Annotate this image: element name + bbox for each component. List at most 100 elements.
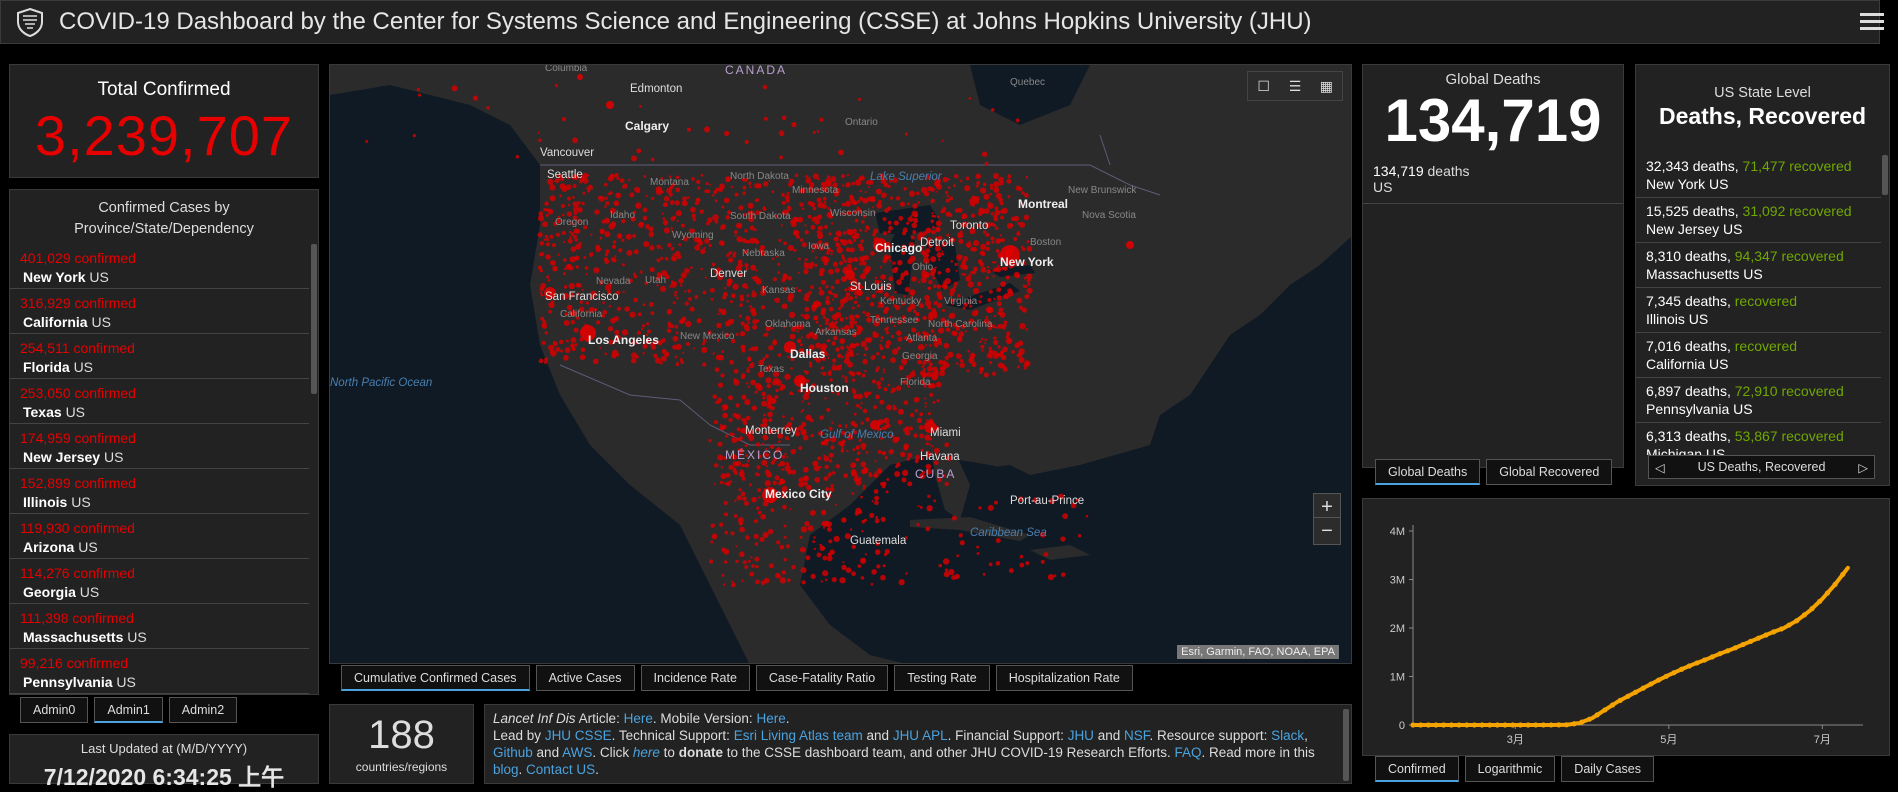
us-state-item[interactable]: 15,525 deaths, 31,092 recovered New Jerse… xyxy=(1636,198,1881,243)
slack-link[interactable]: Slack xyxy=(1271,728,1305,743)
confirmed-list-item[interactable]: 114,276 confirmed Georgia US xyxy=(10,559,309,604)
map-view[interactable]: CANADA Columbia Edmonton Calgary Vancouv… xyxy=(329,64,1352,664)
case-dot xyxy=(830,292,833,295)
aws-link[interactable]: AWS xyxy=(562,745,593,760)
case-dot xyxy=(758,496,761,499)
confirmed-list-item[interactable]: 119,930 confirmed Arizona US xyxy=(10,514,309,559)
tab-hospitalization-rate[interactable]: Hospitalization Rate xyxy=(995,665,1133,691)
tab-cumulative-confirmed[interactable]: Cumulative Confirmed Cases xyxy=(341,665,530,691)
case-dot xyxy=(548,301,555,309)
confirmed-list-item[interactable]: 254,511 confirmed Florida US xyxy=(10,334,309,379)
jhu-apl-link[interactable]: JHU APL xyxy=(892,728,948,743)
case-dot xyxy=(841,517,847,523)
case-dot xyxy=(786,206,792,211)
us-state-list[interactable]: 32,343 deaths, 71,477 recovered New York … xyxy=(1636,153,1881,455)
confirmed-list-item[interactable]: 316,929 confirmed California US xyxy=(10,289,309,334)
faq-link[interactable]: FAQ xyxy=(1174,745,1202,760)
tab-admin0[interactable]: Admin0 xyxy=(20,697,89,723)
article-link[interactable]: Here xyxy=(623,711,653,726)
confirmed-list-item[interactable]: 99,216 confirmed Pennsylvania US xyxy=(10,649,309,694)
tab-admin2[interactable]: Admin2 xyxy=(168,697,238,723)
tab-daily-cases[interactable]: Daily Cases xyxy=(1561,756,1654,782)
blog-link[interactable]: blog xyxy=(493,762,519,777)
case-dot xyxy=(566,211,573,217)
case-dot xyxy=(648,301,654,307)
jhu-csse-link[interactable]: JHU CSSE xyxy=(544,728,612,743)
tab-case-fatality-ratio[interactable]: Case-Fatality Ratio xyxy=(755,665,889,691)
us-state-scrollbar[interactable] xyxy=(1882,155,1888,195)
next-arrow-icon[interactable]: ▷ xyxy=(1858,460,1868,475)
tab-global-recovered[interactable]: Global Recovered xyxy=(1486,459,1613,485)
case-dot xyxy=(633,274,638,279)
case-dot xyxy=(818,286,822,291)
tab-incidence-rate[interactable]: Incidence Rate xyxy=(640,665,750,691)
case-dot xyxy=(761,253,765,257)
confirmed-list-item[interactable]: 152,899 confirmed Illinois US xyxy=(10,469,309,514)
case-dot xyxy=(694,294,699,299)
case-dot xyxy=(990,212,994,216)
us-state-item[interactable]: 32,343 deaths, 71,477 recovered New York … xyxy=(1636,153,1881,198)
case-dot xyxy=(666,187,673,194)
case-dot xyxy=(781,303,788,310)
case-dot xyxy=(838,440,843,446)
us-state-item[interactable]: 6,897 deaths, 72,910 recovered Pennsylvan… xyxy=(1636,378,1881,423)
case-dot xyxy=(951,515,957,521)
contact-link[interactable]: Contact US xyxy=(526,762,596,777)
tab-active-cases[interactable]: Active Cases xyxy=(535,665,635,691)
case-dot xyxy=(802,475,809,481)
case-dot xyxy=(859,196,864,201)
tab-global-deaths[interactable]: Global Deaths xyxy=(1375,459,1481,485)
label-toronto: Toronto xyxy=(950,220,989,232)
case-dot xyxy=(782,415,785,419)
case-dot xyxy=(749,225,755,231)
us-state-item[interactable]: 7,345 deaths, recovered Illinois US xyxy=(1636,288,1881,333)
tab-logarithmic[interactable]: Logarithmic xyxy=(1464,756,1556,782)
confirmed-list-item[interactable]: 253,050 confirmed Texas US xyxy=(10,379,309,424)
case-dot xyxy=(779,460,786,467)
bookmark-icon[interactable]: ☐ xyxy=(1257,78,1270,94)
menu-icon[interactable] xyxy=(1860,10,1884,32)
prev-arrow-icon[interactable]: ◁ xyxy=(1655,460,1665,475)
legend-list-icon[interactable]: ☰ xyxy=(1288,78,1302,94)
us-state-item[interactable]: 7,016 deaths, recovered California US xyxy=(1636,333,1881,378)
case-dot xyxy=(1016,231,1021,237)
confirmed-list[interactable]: 401,029 confirmed New York US 316,929 conf… xyxy=(10,244,309,694)
us-state-item[interactable]: 6,313 deaths, 53,867 recovered Michigan U… xyxy=(1636,423,1881,455)
case-dot xyxy=(787,276,793,281)
basemap-gallery-icon[interactable]: ▦ xyxy=(1319,78,1333,94)
deaths-entry[interactable]: 134,719 deaths US xyxy=(1363,155,1623,204)
github-link[interactable]: Github xyxy=(493,745,533,760)
tab-confirmed-chart[interactable]: Confirmed xyxy=(1375,756,1459,782)
case-dot xyxy=(747,321,751,324)
case-dot xyxy=(995,192,1002,199)
confirmed-number: 119,930 xyxy=(20,520,70,536)
case-dot xyxy=(980,344,985,349)
us-state-item[interactable]: 8,310 deaths, 94,347 recovered Massachuse… xyxy=(1636,243,1881,288)
donate-here-link[interactable]: here xyxy=(632,745,660,760)
confirmed-list-scrollbar[interactable] xyxy=(311,244,317,394)
mobile-link[interactable]: Here xyxy=(756,711,786,726)
case-dot xyxy=(1002,346,1008,353)
case-dot xyxy=(924,434,931,441)
confirmed-list-item[interactable]: 111,398 confirmed Massachusetts US xyxy=(10,604,309,649)
tab-admin1[interactable]: Admin1 xyxy=(94,697,163,723)
case-dot xyxy=(605,201,610,206)
case-dot xyxy=(840,303,844,308)
info-scrollbar[interactable] xyxy=(1343,709,1349,781)
case-dot xyxy=(1006,331,1011,336)
jhu-link[interactable]: JHU xyxy=(1067,728,1094,743)
nsf-link[interactable]: NSF xyxy=(1124,728,1150,743)
case-dot xyxy=(953,281,958,286)
zoom-in-button[interactable]: + xyxy=(1313,493,1341,521)
global-deaths-label: Global Deaths xyxy=(1445,71,1541,88)
confirmed-list-item[interactable]: 401,029 confirmed New York US xyxy=(10,244,309,289)
case-dot xyxy=(821,255,828,263)
tab-testing-rate[interactable]: Testing Rate xyxy=(894,665,990,691)
confirmed-list-item[interactable]: 174,959 confirmed New Jersey US xyxy=(10,424,309,469)
case-dot xyxy=(945,268,951,273)
zoom-out-button[interactable]: − xyxy=(1313,517,1341,545)
esri-link[interactable]: Esri Living Atlas team xyxy=(733,728,863,743)
case-dot xyxy=(875,188,882,195)
case-dot xyxy=(881,355,886,360)
case-dot xyxy=(604,196,608,200)
